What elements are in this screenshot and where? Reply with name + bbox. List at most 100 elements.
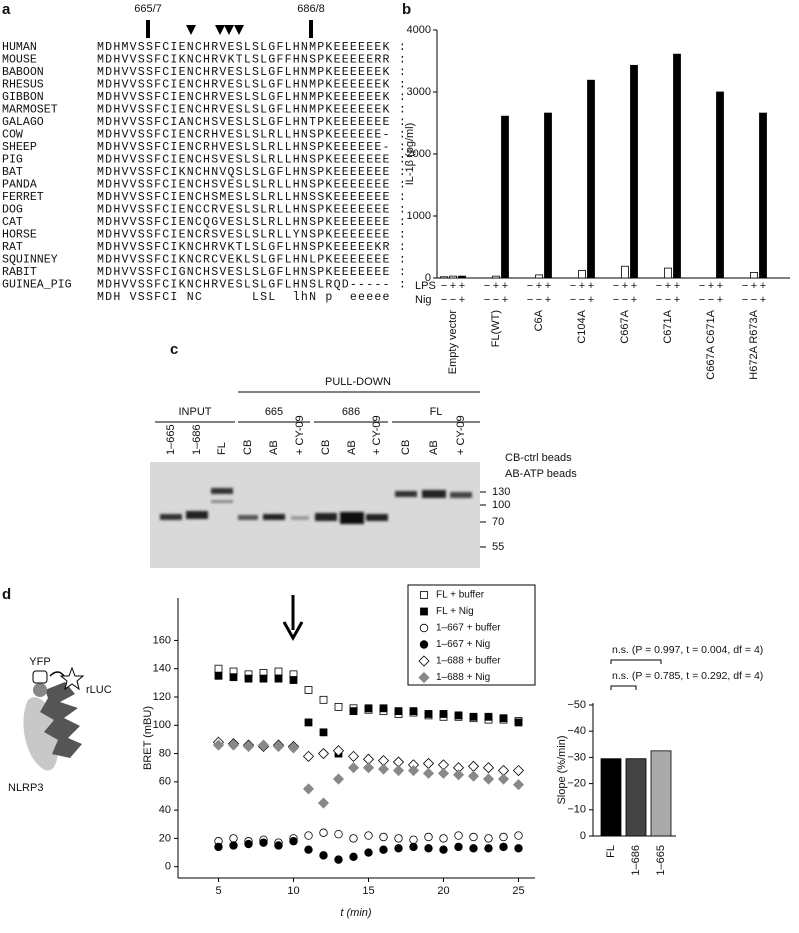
legend-label: FL + Nig <box>436 606 474 617</box>
y-tick-label: −20 <box>567 778 586 790</box>
sequence: MDHVVSSFCIGNCHSVESLSLGFLHNSPKEEEEEEE : <box>97 266 407 279</box>
data-point <box>362 762 375 774</box>
data-point <box>259 674 268 683</box>
data-point <box>439 710 448 718</box>
data-point <box>272 740 285 753</box>
data-point <box>304 718 313 727</box>
data-point <box>274 674 283 683</box>
data-point <box>484 834 493 843</box>
species-name: MARMOSET <box>2 104 58 117</box>
cysteine-triangles <box>186 25 244 35</box>
bar <box>650 750 672 837</box>
condition-sign: + <box>450 280 456 292</box>
legend-label: 1–667 + Nig <box>436 639 490 650</box>
condition-sign: − <box>699 294 705 306</box>
data-point <box>229 673 238 682</box>
sequence: MDHVVSSFCIENCHRVESLSLGFLHNMPKEEEEEEK : <box>97 104 407 117</box>
condition-sign: + <box>631 280 637 292</box>
condition-label: Nig <box>415 294 432 306</box>
panel-label: b <box>402 1 411 18</box>
data-point <box>304 686 313 694</box>
data-point <box>317 747 330 760</box>
data-point <box>394 844 403 853</box>
y-tick-label: 0 <box>425 272 431 284</box>
y-tick-label: 100 <box>153 719 171 731</box>
data-point <box>512 764 525 777</box>
data-point <box>482 762 495 774</box>
data-point <box>499 842 508 852</box>
sequence: MDHVVSSFCIKNCHRVKTLSLGFFHNSPKEEEEERR : <box>97 54 407 67</box>
condition-sign: + <box>760 294 766 306</box>
y-tick-label: 20 <box>159 832 171 844</box>
y-tick-label: 3000 <box>407 86 431 98</box>
condition-sign: + <box>536 280 542 292</box>
data-point <box>244 674 253 683</box>
bar <box>587 79 595 279</box>
condition-sign: + <box>751 280 757 292</box>
sequence: MDHVVSSFCIKNCHRVESLSLGFLHNSLRQD----- : <box>97 279 407 292</box>
data-point <box>484 844 493 853</box>
lane-label: FL <box>216 442 228 455</box>
sequence: MDHVVSSFCIENCHRVESLSLGFLHNMPKEEEEEEK : <box>97 79 407 92</box>
data-point <box>469 844 478 853</box>
data-point <box>257 739 270 751</box>
y-tick-label: 160 <box>153 634 171 646</box>
data-point <box>514 844 523 853</box>
x-tick-label: 25 <box>512 885 524 897</box>
data-point <box>319 695 328 704</box>
bar <box>759 112 767 279</box>
bar <box>664 267 672 279</box>
bret-diagram <box>23 666 85 771</box>
condition-sign: − <box>570 280 576 292</box>
species-name: COW <box>2 129 23 142</box>
data-point <box>467 770 480 782</box>
y-tick-label: 120 <box>153 691 171 703</box>
species-name: RAT <box>2 241 23 254</box>
species-name: GIBBON <box>2 91 44 104</box>
species-name: BABOON <box>2 66 44 79</box>
condition-sign: − <box>527 280 533 292</box>
condition-sign: − <box>484 280 490 292</box>
size-marker: 55 <box>492 541 504 553</box>
x-tick-label: 1–665 <box>655 845 667 876</box>
data-point <box>229 834 238 843</box>
group-label: PULL-DOWN <box>325 376 391 388</box>
data-point <box>212 739 225 751</box>
condition-sign: − <box>742 280 748 292</box>
bar <box>621 265 629 279</box>
legend-marker <box>418 655 430 667</box>
group-label: 686 <box>342 406 360 418</box>
y-tick-label: 40 <box>159 804 171 816</box>
legend-marker <box>420 607 428 616</box>
data-point <box>349 707 358 716</box>
legend-marker <box>419 623 429 633</box>
condition-sign: − <box>699 280 705 292</box>
y-tick-label: 1000 <box>407 210 431 222</box>
bead-legend: CB-ctrl beads <box>505 452 572 464</box>
data-point <box>242 740 255 753</box>
consensus: MDH VSSFCI NC LSL lhN p eeeee <box>97 291 391 304</box>
annotation: n.s. (P = 0.785, t = 0.292, df = 4) <box>612 670 763 682</box>
data-point <box>377 763 390 775</box>
y-tick-label: −50 <box>567 699 586 711</box>
panel-label: c <box>170 341 178 358</box>
data-point <box>469 832 478 842</box>
condition-label: LPS <box>415 280 436 292</box>
sequence: MDHVVSSFCIKNCHRVKTLSLGFLHNSPKEEEEEKR : <box>97 241 407 254</box>
lane-label: AB <box>346 440 358 455</box>
species-name: CAT <box>2 216 23 229</box>
data-point <box>422 757 435 770</box>
y-tick-label: 80 <box>159 747 171 759</box>
species-name: RABIT <box>2 266 37 279</box>
data-point <box>289 837 298 846</box>
data-point <box>214 664 223 673</box>
data-point <box>379 704 388 713</box>
group-label: 665 <box>265 406 283 418</box>
sequence: MDHVVSSFCIENCCRVESLSLRLLHNSPKEEEEEEE : <box>97 204 407 217</box>
condition-sign: + <box>545 294 551 306</box>
data-point <box>454 711 463 720</box>
lane-label: CB <box>400 440 412 455</box>
condition-sign: + <box>588 280 594 292</box>
y-axis-label: IL-1β (pg/ml) <box>404 123 416 186</box>
sequence: MDHVVSSFCIENCRHVESLSLRLLHNSPKEEEEEE- : <box>97 129 407 142</box>
